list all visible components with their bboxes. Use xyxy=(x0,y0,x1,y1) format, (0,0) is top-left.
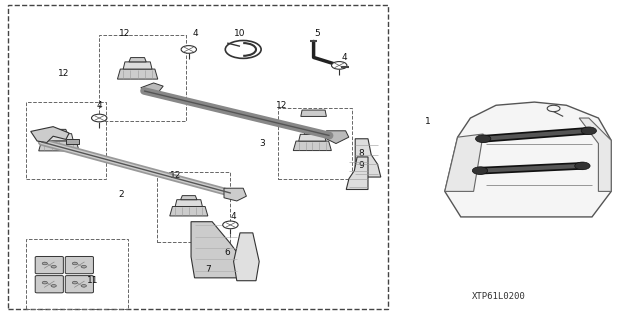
Circle shape xyxy=(51,285,56,287)
Polygon shape xyxy=(51,130,68,134)
Bar xyxy=(8,5,388,309)
FancyBboxPatch shape xyxy=(35,276,63,293)
Polygon shape xyxy=(445,134,483,191)
Text: 12: 12 xyxy=(170,171,182,180)
Text: XTP61L0200: XTP61L0200 xyxy=(472,292,526,301)
Text: 3: 3 xyxy=(260,139,265,148)
Polygon shape xyxy=(234,233,259,281)
Bar xyxy=(26,102,106,179)
Polygon shape xyxy=(118,69,157,79)
Circle shape xyxy=(51,265,56,268)
Text: 12: 12 xyxy=(119,29,131,38)
Polygon shape xyxy=(346,157,368,189)
Text: 4: 4 xyxy=(97,101,102,110)
Polygon shape xyxy=(66,139,79,144)
Text: 4: 4 xyxy=(342,53,347,62)
Circle shape xyxy=(476,135,491,143)
Polygon shape xyxy=(293,141,332,151)
Polygon shape xyxy=(191,222,241,278)
Bar xyxy=(26,239,128,309)
Polygon shape xyxy=(31,127,69,143)
FancyBboxPatch shape xyxy=(65,276,93,293)
Bar xyxy=(99,35,186,121)
Text: 10: 10 xyxy=(234,29,246,38)
Text: 12: 12 xyxy=(276,101,287,110)
Polygon shape xyxy=(129,57,147,62)
Polygon shape xyxy=(304,130,321,134)
Polygon shape xyxy=(123,62,152,69)
Polygon shape xyxy=(299,134,326,141)
Polygon shape xyxy=(301,110,326,116)
Polygon shape xyxy=(445,102,611,217)
Circle shape xyxy=(581,127,596,135)
Text: 9: 9 xyxy=(359,161,364,170)
Polygon shape xyxy=(326,131,349,144)
Circle shape xyxy=(92,114,107,122)
Text: 5: 5 xyxy=(314,29,319,38)
Text: 2: 2 xyxy=(119,190,124,199)
Bar xyxy=(278,108,352,179)
Circle shape xyxy=(181,46,196,53)
Text: 12: 12 xyxy=(58,69,70,78)
Bar xyxy=(157,172,230,242)
Polygon shape xyxy=(355,139,381,177)
Circle shape xyxy=(223,221,238,229)
FancyBboxPatch shape xyxy=(35,256,63,274)
Polygon shape xyxy=(175,200,202,206)
Text: 4: 4 xyxy=(231,212,236,221)
Text: 6: 6 xyxy=(225,248,230,256)
Circle shape xyxy=(81,285,86,287)
Text: 7: 7 xyxy=(205,265,211,274)
Polygon shape xyxy=(180,196,197,200)
Polygon shape xyxy=(170,206,208,216)
Polygon shape xyxy=(579,118,611,191)
Circle shape xyxy=(81,265,86,268)
Text: 4: 4 xyxy=(193,29,198,38)
Circle shape xyxy=(332,62,347,69)
Text: 1: 1 xyxy=(425,117,430,126)
Text: 11: 11 xyxy=(87,276,99,285)
Circle shape xyxy=(42,281,47,284)
Text: 8: 8 xyxy=(359,149,364,158)
Polygon shape xyxy=(38,141,79,151)
Polygon shape xyxy=(141,83,163,94)
Circle shape xyxy=(72,281,77,284)
Circle shape xyxy=(42,262,47,265)
Circle shape xyxy=(472,167,488,174)
Polygon shape xyxy=(224,188,246,201)
Circle shape xyxy=(575,162,590,170)
Polygon shape xyxy=(44,134,73,141)
FancyBboxPatch shape xyxy=(65,256,93,274)
Circle shape xyxy=(72,262,77,265)
